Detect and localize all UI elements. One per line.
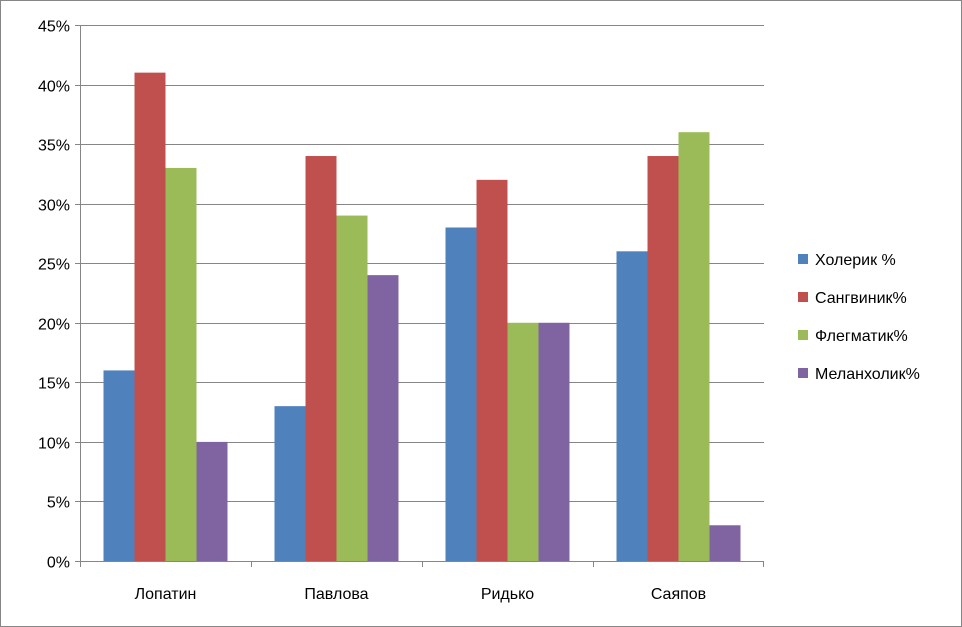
x-category-label: Лопатин: [135, 586, 197, 603]
bar-Ридько-Флегматик%: [507, 322, 539, 561]
legend-swatch: [798, 292, 808, 302]
bar-Павлова-Меланхолик%: [367, 275, 399, 561]
bar-Павлова-Сангвиник%: [305, 156, 337, 561]
x-category-label: Павлова: [304, 586, 368, 603]
bar-Саяпов-Сангвиник%: [647, 156, 679, 561]
legend-label: Сангвиник%: [815, 290, 907, 307]
y-tick-label: 15%: [38, 376, 70, 393]
y-tick-label: 45%: [38, 19, 70, 36]
y-tick-label: 5%: [47, 495, 70, 512]
bar-Лопатин-Сангвиник%: [134, 72, 166, 562]
bar-Саяпов-Холерик %: [616, 251, 648, 562]
legend-swatch: [798, 330, 808, 340]
x-category-label: Саяпов: [651, 586, 706, 603]
y-tick-label: 10%: [38, 436, 70, 453]
y-tick-label: 0%: [47, 555, 70, 572]
legend-label: Меланхолик%: [815, 366, 920, 383]
legend-swatch: [798, 254, 808, 264]
bar-Саяпов-Меланхолик%: [709, 525, 741, 561]
bar-Лопатин-Холерик %: [103, 370, 135, 561]
y-tick-labels: 0% 5% 10% 15% 20% 25% 30% 35% 40% 45%: [38, 19, 70, 572]
y-tick-label: 20%: [38, 317, 70, 334]
legend-swatch: [798, 368, 808, 378]
y-tick-label: 30%: [38, 198, 70, 215]
bar-Ридько-Сангвиник%: [476, 179, 508, 561]
bar-Павлова-Флегматик%: [336, 215, 368, 562]
bar-Ридько-Меланхолик%: [538, 322, 570, 561]
axes: [75, 25, 764, 567]
bar-Павлова-Холерик %: [274, 406, 306, 561]
x-category-labels: Лопатин Павлова Ридько Саяпов: [135, 586, 707, 603]
y-tick-label: 25%: [38, 257, 70, 274]
bars: [103, 72, 741, 562]
bar-Лопатин-Меланхолик%: [196, 441, 228, 561]
legend-label: Холерик %: [815, 252, 896, 269]
legend-label: Флегматик%: [815, 328, 908, 345]
bar-Саяпов-Флегматик%: [678, 132, 710, 561]
bar-Ридько-Холерик %: [445, 227, 477, 561]
x-category-label: Ридько: [481, 586, 534, 603]
y-tick-label: 40%: [38, 79, 70, 96]
y-tick-label: 35%: [38, 138, 70, 155]
bar-Лопатин-Флегматик%: [165, 167, 197, 561]
legend: Холерик % Сангвиник% Флегматик% Меланхолик%: [798, 252, 920, 383]
